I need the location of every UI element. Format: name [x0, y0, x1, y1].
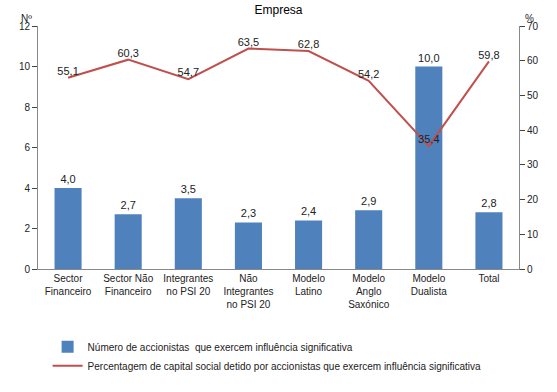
svg-text:6: 6: [24, 142, 30, 153]
svg-text:54,7: 54,7: [178, 66, 199, 78]
svg-text:Sector NãoFinanceiro: Sector NãoFinanceiro: [103, 273, 153, 297]
svg-text:Empresa: Empresa: [254, 3, 302, 17]
svg-text:63,5: 63,5: [238, 36, 259, 48]
svg-text:10,0: 10,0: [418, 52, 439, 64]
svg-text:55,1: 55,1: [57, 65, 78, 77]
svg-text:4: 4: [24, 183, 30, 194]
svg-text:%: %: [525, 13, 534, 24]
svg-text:10: 10: [19, 61, 31, 72]
svg-text:Integrantesno PSI 20: Integrantesno PSI 20: [163, 273, 213, 297]
svg-text:SectorFinanceiro: SectorFinanceiro: [45, 273, 92, 297]
svg-text:54,2: 54,2: [358, 68, 379, 80]
svg-text:NãoIntegrantesno PSI 20: NãoIntegrantesno PSI 20: [223, 273, 273, 310]
svg-text:Total: Total: [478, 273, 499, 284]
svg-text:ModeloAngloSaxónico: ModeloAngloSaxónico: [348, 273, 390, 310]
svg-text:4,0: 4,0: [60, 173, 75, 185]
svg-text:2: 2: [24, 223, 30, 234]
svg-text:30: 30: [527, 159, 539, 170]
svg-text:2,3: 2,3: [241, 207, 256, 219]
svg-text:2,4: 2,4: [301, 205, 316, 217]
svg-text:40: 40: [527, 125, 539, 136]
svg-text:59,8: 59,8: [478, 49, 499, 61]
svg-text:2,9: 2,9: [361, 195, 376, 207]
svg-text:60,3: 60,3: [117, 47, 138, 59]
svg-text:ModeloLatino: ModeloLatino: [292, 273, 325, 297]
svg-text:3,5: 3,5: [181, 183, 196, 195]
svg-text:0: 0: [527, 264, 533, 275]
svg-text:62,8: 62,8: [298, 38, 319, 50]
svg-text:2,7: 2,7: [121, 199, 136, 211]
svg-text:Percentagem de capital social: Percentagem de capital social detido por…: [88, 361, 481, 372]
svg-text:60: 60: [527, 55, 539, 66]
svg-text:0: 0: [24, 264, 30, 275]
svg-text:2,8: 2,8: [481, 197, 496, 209]
svg-text:50: 50: [527, 90, 539, 101]
svg-text:Nº: Nº: [21, 13, 32, 24]
svg-text:Número de accionistas que exe: Número de accionistas que exercem influê…: [88, 342, 353, 353]
svg-text:10: 10: [527, 229, 539, 240]
svg-text:8: 8: [24, 102, 30, 113]
svg-text:12: 12: [19, 21, 31, 32]
svg-text:70: 70: [527, 21, 539, 32]
svg-text:35,4: 35,4: [418, 133, 439, 145]
svg-text:20: 20: [527, 194, 539, 205]
svg-text:ModeloDualista: ModeloDualista: [411, 273, 448, 297]
